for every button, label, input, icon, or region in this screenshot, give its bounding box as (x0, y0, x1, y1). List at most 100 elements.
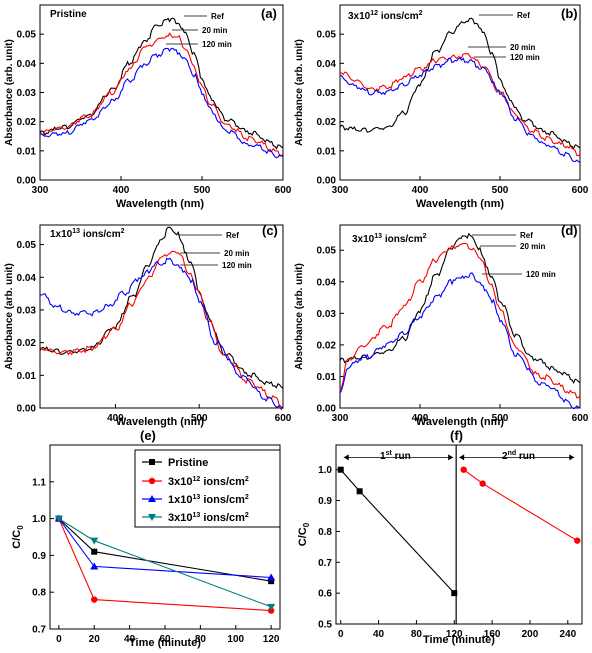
panel-f-series-0-point (337, 466, 344, 473)
panel-d-annotation: 3x1013 ions/cm2 (352, 233, 427, 245)
panel-a-ytick-label: 0.04 (17, 59, 37, 70)
panel-b-xtick-label: 500 (492, 185, 509, 196)
panel-a-xtick-label: 500 (194, 185, 211, 196)
panel-c-ytick-label: 0.05 (17, 240, 37, 251)
panel-b-ytick-label: 0.01 (317, 146, 337, 157)
panel-f-ytick-label: 0.9 (318, 496, 332, 507)
panel-c: 1x1013 ions/cm2 (c) Ref 20 min 120 min 4… (4, 223, 292, 428)
panel-e-xtick-label: 20 (89, 634, 101, 645)
panel-c-series-0-line (39, 226, 284, 389)
panel-a-annotation: Pristine (50, 9, 87, 20)
panel-e-series-0-point (91, 548, 98, 555)
panel-a-ylabel: Absorbance (arb. unit) (4, 39, 15, 146)
panel-f-series-1-point (460, 466, 467, 473)
panel-a-label: (a) (261, 6, 277, 21)
panel-e-label: (e) (140, 428, 156, 443)
panel-f-xtick-label: 200 (522, 629, 539, 640)
panel-f-series-0-point (451, 590, 458, 597)
panel-e-legend-box (134, 449, 281, 528)
panel-e-ylabel: C/C0 (11, 525, 25, 549)
panel-b-legend-20min: 20 min (510, 43, 535, 52)
panel-e-series-1-line (58, 518, 272, 612)
panel-d-ytick-label: 0.05 (317, 246, 337, 257)
panel-b-ytick-label: 0.03 (317, 88, 337, 99)
panel-e-legend: Pristine 3x1012 ions/cm2 1x1013 ions/cm2… (134, 449, 281, 528)
panel-e-ytick-label: 1.1 (32, 477, 46, 488)
panel-c-xtick-label: 600 (275, 413, 292, 424)
legend-label-1e13: 1x1013 ions/cm2 (168, 494, 249, 506)
panel-e-series-2-point (90, 562, 99, 570)
panel-d-label: (d) (561, 223, 578, 238)
panel-c-ytick-label: 0.04 (17, 273, 37, 284)
panel-f-xtick-label: 160 (484, 629, 501, 640)
panel-d-legend-20min: 20 min (520, 242, 545, 251)
panel-e: (e) Pristine 3x1012 ions/cm2 1x1013 ions… (11, 428, 281, 649)
panel-b-frame (339, 4, 581, 181)
panel-b-ytick-label: 0.02 (317, 117, 337, 128)
panel-b-ytick-label: 0.04 (317, 59, 337, 70)
panel-e-series-0-line (58, 518, 272, 582)
panel-a-ytick-label: 0.01 (17, 146, 37, 157)
panel-b-xtick-label: 600 (572, 185, 589, 196)
panel-d-xtick-label: 600 (572, 413, 589, 424)
panel-d-xlabel: Wavelength (nm) (416, 416, 505, 428)
panel-c-xtick-label: 400 (107, 413, 124, 424)
panel-f-xtick-label: 80 (411, 629, 423, 640)
panel-f-ytick-label: 0.7 (318, 558, 332, 569)
legend-label-3e13: 3x1013 ions/cm2 (168, 512, 249, 524)
panel-c-frame (39, 224, 284, 409)
panel-b-annotation: 3x1012 ions/cm2 (348, 10, 423, 22)
panel-a: Pristine (a) Ref 20 min 120 min 300 400 50… (4, 4, 292, 210)
panel-f-xtick-label: 120 (446, 629, 463, 640)
panel-e-xtick-label: 80 (195, 634, 207, 645)
panel-f-run2-label: 2nd run (502, 450, 535, 462)
panel-d-legend-ref: Ref (520, 231, 533, 240)
panel-e-xtick-label: 60 (159, 634, 171, 645)
panel-e-xlabel: Time (minute) (129, 637, 201, 649)
panel-e-series-3-point (90, 537, 99, 545)
panel-a-legend-120min: 120 min (202, 40, 232, 49)
panel-f-ytick-label: 0.6 (318, 589, 332, 600)
panel-e-series-1-point (91, 596, 98, 603)
legend-marker-3e12-circle (148, 477, 156, 485)
panel-a-legend-ref: Ref (211, 12, 224, 21)
panel-b-series-2-line (339, 57, 581, 163)
panel-e-xtick-label: 0 (56, 634, 62, 645)
panel-a-ytick-label: 0.02 (17, 117, 37, 128)
panel-a-ytick-label: 0.05 (17, 30, 37, 41)
panel-c-ytick-label: 0.02 (17, 338, 37, 349)
panel-a-ytick-label: 0.03 (17, 88, 37, 99)
legend-label-pristine: Pristine (168, 457, 208, 469)
panel-d-ytick-label: 0.02 (317, 340, 337, 351)
panel-b-series-1-line (339, 53, 581, 157)
panel-f-series-1-line (463, 469, 578, 542)
panel-e-ytick-label: 0.7 (32, 625, 46, 636)
legend-marker-3e13-triangle (148, 514, 156, 521)
panel-a-xtick-label: 300 (32, 185, 49, 196)
panel-c-series-1-line (39, 250, 284, 411)
panel-b-legend-ref: Ref (517, 11, 530, 20)
panel-c-series-2-line (39, 257, 284, 409)
panel-d-ylabel: Absorbance (arb. unit) (294, 263, 305, 370)
panel-a-ytick-label: 0.00 (17, 176, 37, 187)
panel-b-series-0-line (339, 17, 581, 150)
panel-f-frame (335, 444, 583, 625)
panel-d-ytick-label: 0.00 (317, 404, 337, 415)
panel-b-xtick-label: 400 (412, 185, 429, 196)
panel-d-xtick-label: 300 (332, 413, 349, 424)
panel-b: 3x1012 ions/cm2 (b) Ref 20 min 120 min 3… (294, 4, 589, 210)
panel-b-ytick-label: 0.00 (317, 176, 337, 187)
panel-e-ytick-label: 0.8 (32, 588, 46, 599)
panel-b-ylabel: Absorbance (arb. unit) (294, 39, 305, 146)
panel-f-label: (f) (450, 428, 463, 443)
panel-b-legend-120min: 120 min (510, 53, 540, 62)
panel-c-annotation: 1x1013 ions/cm2 (50, 228, 125, 240)
panel-b-xtick-label: 300 (332, 185, 349, 196)
panel-b-ytick-label: 0.05 (317, 30, 337, 41)
panel-f-run-arrowhead-right (569, 454, 575, 461)
panel-f-ylabel: C/C0 (297, 522, 311, 546)
panel-f-run-arrowhead-left (343, 454, 349, 461)
panel-d-series-0-line (339, 232, 581, 384)
panel-d-legend-120min: 120 min (526, 270, 556, 279)
